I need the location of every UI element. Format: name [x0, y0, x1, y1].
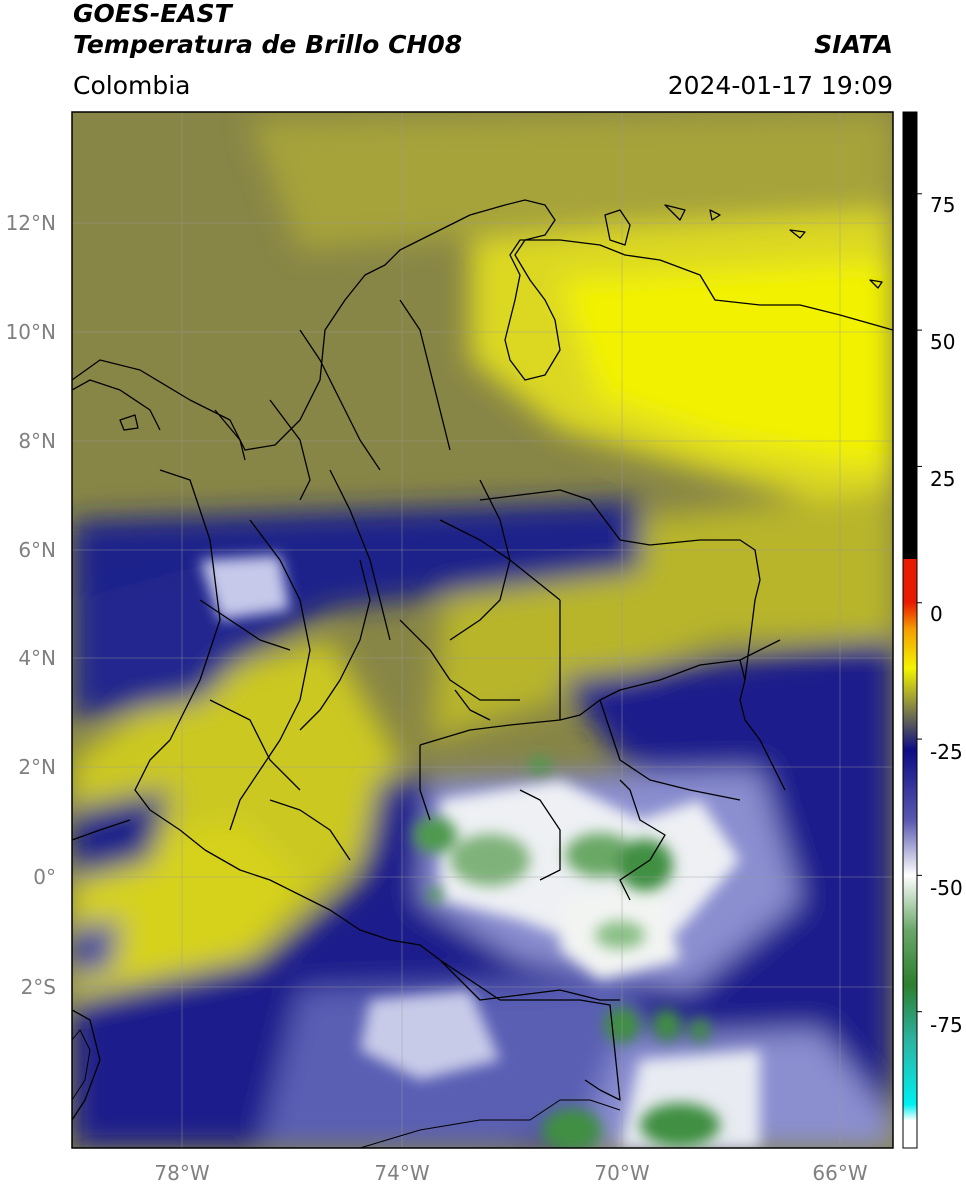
- satellite-title: GOES-EAST: [73, 0, 232, 28]
- lat-label-6n: 6°N: [18, 538, 56, 562]
- colorbar-tick-minus50: -50: [930, 876, 963, 900]
- colorbar-tick-50: 50: [930, 330, 956, 354]
- colorbar-tick-minus25: -25: [930, 740, 963, 764]
- lat-label-8n: 8°N: [18, 429, 56, 453]
- lat-label-2n: 2°N: [18, 755, 56, 779]
- lat-label-10n: 10°N: [5, 320, 56, 344]
- lat-label-0: 0°: [33, 865, 56, 889]
- deep-convection-cores: [413, 757, 720, 1148]
- datetime-label: 2024-01-17 19:09: [667, 71, 893, 100]
- colorbar: [902, 111, 922, 1149]
- map-frame: [71, 111, 894, 1149]
- lon-label-70w: 70°W: [594, 1161, 650, 1185]
- lon-label-74w: 74°W: [374, 1161, 430, 1185]
- lon-label-66w: 66°W: [812, 1161, 868, 1185]
- colorbar-tick-75: 75: [930, 193, 956, 217]
- lat-label-2s: 2°S: [20, 975, 56, 999]
- brightness-temperature-field: [72, 112, 893, 1148]
- colorbar-bar: [902, 111, 918, 1149]
- region-label: Colombia: [73, 71, 191, 100]
- product-title: Temperatura de Brillo CH08: [73, 30, 463, 59]
- lon-label-78w: 78°W: [154, 1161, 210, 1185]
- lat-label-4n: 4°N: [18, 646, 56, 670]
- colorbar-tick-0: 0: [930, 602, 943, 626]
- lat-label-12n: 12°N: [5, 211, 56, 235]
- gridlines: [72, 112, 893, 1148]
- colorbar-tick-minus75: -75: [930, 1013, 963, 1037]
- organization-label: SIATA: [814, 30, 893, 59]
- colorbar-tick-25: 25: [930, 467, 956, 491]
- borders: [72, 199, 893, 1121]
